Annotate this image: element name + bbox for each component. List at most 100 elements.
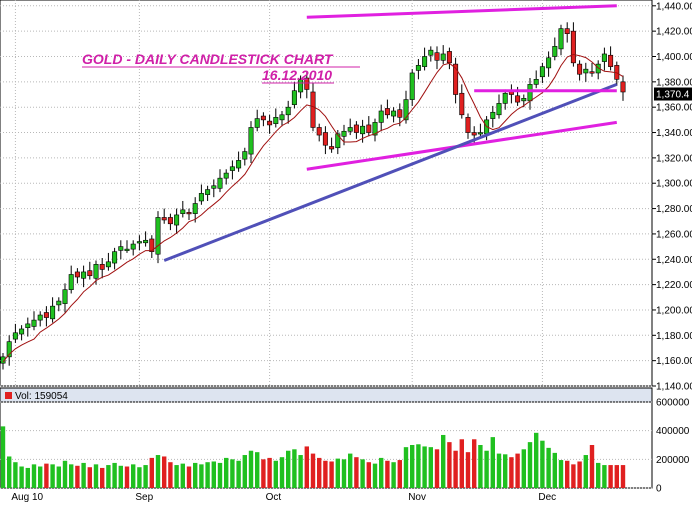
candle <box>43 306 49 327</box>
volume-bar <box>540 440 545 488</box>
volume-bar <box>224 457 229 488</box>
price-tick-label: 1,220.000 <box>656 280 692 291</box>
candle <box>465 113 471 139</box>
volume-bar <box>155 455 161 488</box>
volume-bar <box>304 446 309 488</box>
volume-bar <box>62 460 68 488</box>
candle <box>87 261 93 280</box>
last-price-marker: 1,370.4 <box>654 87 692 101</box>
volume-bar <box>174 465 179 488</box>
candle <box>490 105 496 128</box>
candle <box>502 89 508 110</box>
volume-bar <box>13 462 18 488</box>
volume-bar <box>571 464 576 488</box>
volume-bar <box>472 439 477 488</box>
candle <box>68 265 74 294</box>
volume-bar <box>69 464 74 488</box>
volume-bar <box>565 460 570 488</box>
volume-bar <box>292 449 297 488</box>
candle <box>273 108 279 128</box>
volume-bar <box>348 453 353 488</box>
candle <box>589 62 595 77</box>
trendline <box>163 82 618 262</box>
volume-bar <box>38 466 43 488</box>
candle <box>260 112 266 127</box>
candle <box>112 247 118 270</box>
candle <box>409 69 415 106</box>
candle <box>198 184 204 205</box>
volume-bar <box>341 459 347 488</box>
price-tick-label: 1,200.000 <box>656 305 692 316</box>
candle <box>521 94 527 108</box>
volume-bar <box>602 465 607 488</box>
volume-bar <box>236 460 241 488</box>
volume-bar <box>317 457 322 488</box>
candle <box>422 47 428 71</box>
candle <box>440 45 446 65</box>
candle <box>539 62 545 84</box>
volume-legend-swatch <box>5 392 12 399</box>
chart-subtitle: 16.12.2010 <box>262 67 332 83</box>
volume-bar <box>329 461 334 488</box>
volume-bar <box>521 449 526 488</box>
volume-bar <box>261 459 266 488</box>
price-panel <box>0 0 653 387</box>
candle <box>285 100 291 124</box>
volume-bar <box>124 466 130 488</box>
volume-bar <box>298 455 303 488</box>
volume-axis: 0 200000 400000 600000 <box>656 398 690 495</box>
candle <box>496 94 502 119</box>
volume-bar <box>31 464 37 488</box>
candle <box>316 123 322 142</box>
volume-bar <box>397 460 402 488</box>
candle <box>533 70 539 89</box>
volume-bar <box>416 444 421 488</box>
candle <box>130 240 136 256</box>
candle <box>174 208 180 234</box>
candle <box>56 297 62 312</box>
candle <box>136 235 142 251</box>
price-tick-label: 1,240.000 <box>656 255 692 266</box>
price-tick-label: 1,320.000 <box>656 153 692 164</box>
price-tick-label: 1,280.000 <box>656 204 692 215</box>
volume-bar <box>422 446 427 488</box>
volume-bar <box>465 452 471 488</box>
candle <box>25 317 31 337</box>
date-tick-label: Sep <box>135 492 153 503</box>
volume-bar <box>267 457 272 488</box>
candle <box>217 169 223 193</box>
volume-bar <box>273 460 278 488</box>
volume-bar <box>50 464 55 488</box>
candles <box>0 22 626 370</box>
candle <box>391 107 397 123</box>
volume-bar <box>230 459 235 488</box>
volume-bar <box>162 456 167 488</box>
candle <box>608 46 614 71</box>
price-tick-label: 1,360.000 <box>656 103 692 114</box>
volume-bar <box>478 445 483 488</box>
candle <box>552 37 558 61</box>
volume-bar <box>180 463 185 488</box>
candle <box>248 121 254 163</box>
candle <box>74 268 80 284</box>
volume-bar <box>118 465 123 488</box>
volume-tick-label: 200000 <box>656 455 690 466</box>
candle <box>329 137 335 153</box>
volume-bar <box>106 465 111 488</box>
volume-bar <box>131 464 136 488</box>
price-axis: 1,140.000 1,160.000 1,180.000 1,200.000 1,22… <box>652 1 692 393</box>
candle <box>428 46 434 62</box>
last-price-label: 1,370.4 <box>656 90 690 101</box>
volume-bar <box>112 462 117 488</box>
candle <box>242 147 248 166</box>
volume-bar <box>391 462 396 488</box>
volume-bar <box>441 434 446 488</box>
price-tick-label: 1,160.000 <box>656 356 692 367</box>
volume-bar <box>286 450 291 488</box>
candle <box>366 116 372 137</box>
price-tick-label: 1,180.000 <box>656 331 692 342</box>
candle <box>37 311 43 327</box>
volume-bar <box>447 442 452 488</box>
candle <box>99 258 105 279</box>
